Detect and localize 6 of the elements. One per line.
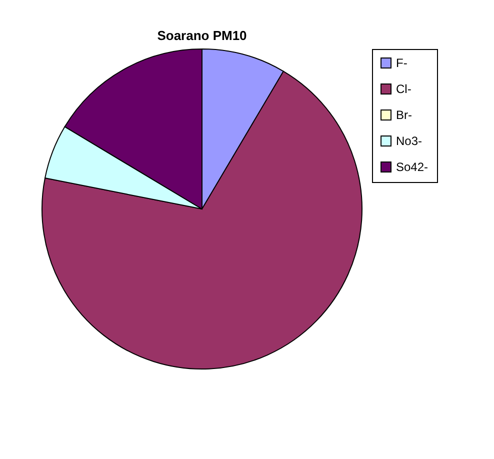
legend-label: Cl- [396, 82, 412, 96]
legend-label: F- [396, 56, 408, 70]
legend-label: So42- [396, 160, 428, 174]
legend-label: Br- [396, 108, 412, 122]
legend-label: No3- [396, 134, 422, 148]
chart-title: Soarano PM10 [157, 28, 247, 43]
